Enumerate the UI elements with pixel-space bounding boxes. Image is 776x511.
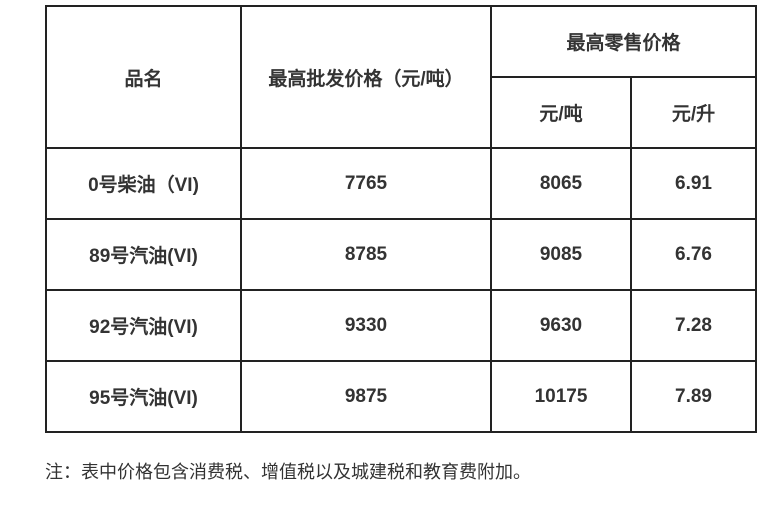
header-retail-yuan-per-ton: 元/吨 bbox=[490, 76, 632, 149]
retail-liter-cell: 6.91 bbox=[629, 147, 758, 220]
fuel-price-table: 品名 最高批发价格（元/吨） 最高零售价格 元/吨 元/升 0号柴油（VI) 7… bbox=[45, 5, 758, 433]
retail-ton-cell: 8065 bbox=[490, 147, 632, 220]
retail-ton-cell: 10175 bbox=[490, 360, 632, 433]
footnote: 注：表中价格包含消费税、增值税以及城建税和教育费附加。 bbox=[45, 462, 531, 482]
table-row-gasoline-89: 89号汽油(VI) 8785 9085 6.76 bbox=[45, 218, 758, 291]
product-name-cell: 95号汽油(VI) bbox=[45, 360, 242, 433]
table-row-gasoline-92: 92号汽油(VI) 9330 9630 7.28 bbox=[45, 289, 758, 362]
wholesale-cell: 9330 bbox=[240, 289, 492, 362]
retail-ton-cell: 9630 bbox=[490, 289, 632, 362]
header-product: 品名 bbox=[45, 5, 242, 149]
header-row-sub: 元/吨 元/升 bbox=[46, 76, 758, 149]
retail-liter-cell: 6.76 bbox=[629, 218, 758, 291]
wholesale-cell: 8785 bbox=[240, 218, 492, 291]
header-wholesale-price: 最高批发价格（元/吨） bbox=[240, 5, 492, 149]
wholesale-cell: 9875 bbox=[240, 360, 492, 433]
product-name-cell: 92号汽油(VI) bbox=[45, 289, 242, 362]
product-name-cell: 0号柴油（VI) bbox=[45, 147, 242, 220]
table-row-gasoline-95: 95号汽油(VI) 9875 10175 7.89 bbox=[45, 360, 758, 433]
table-row-diesel-0: 0号柴油（VI) 7765 8065 6.91 bbox=[45, 147, 758, 220]
product-name-cell: 89号汽油(VI) bbox=[45, 218, 242, 291]
retail-ton-cell: 9085 bbox=[490, 218, 632, 291]
header-row-top: 品名 最高批发价格（元/吨） 最高零售价格 bbox=[45, 5, 758, 149]
wholesale-cell: 7765 bbox=[240, 147, 492, 220]
retail-liter-cell: 7.89 bbox=[629, 360, 758, 433]
retail-liter-cell: 7.28 bbox=[629, 289, 758, 362]
header-retail-yuan-per-liter: 元/升 bbox=[629, 76, 758, 149]
header-retail-price-group: 最高零售价格 bbox=[489, 5, 758, 78]
